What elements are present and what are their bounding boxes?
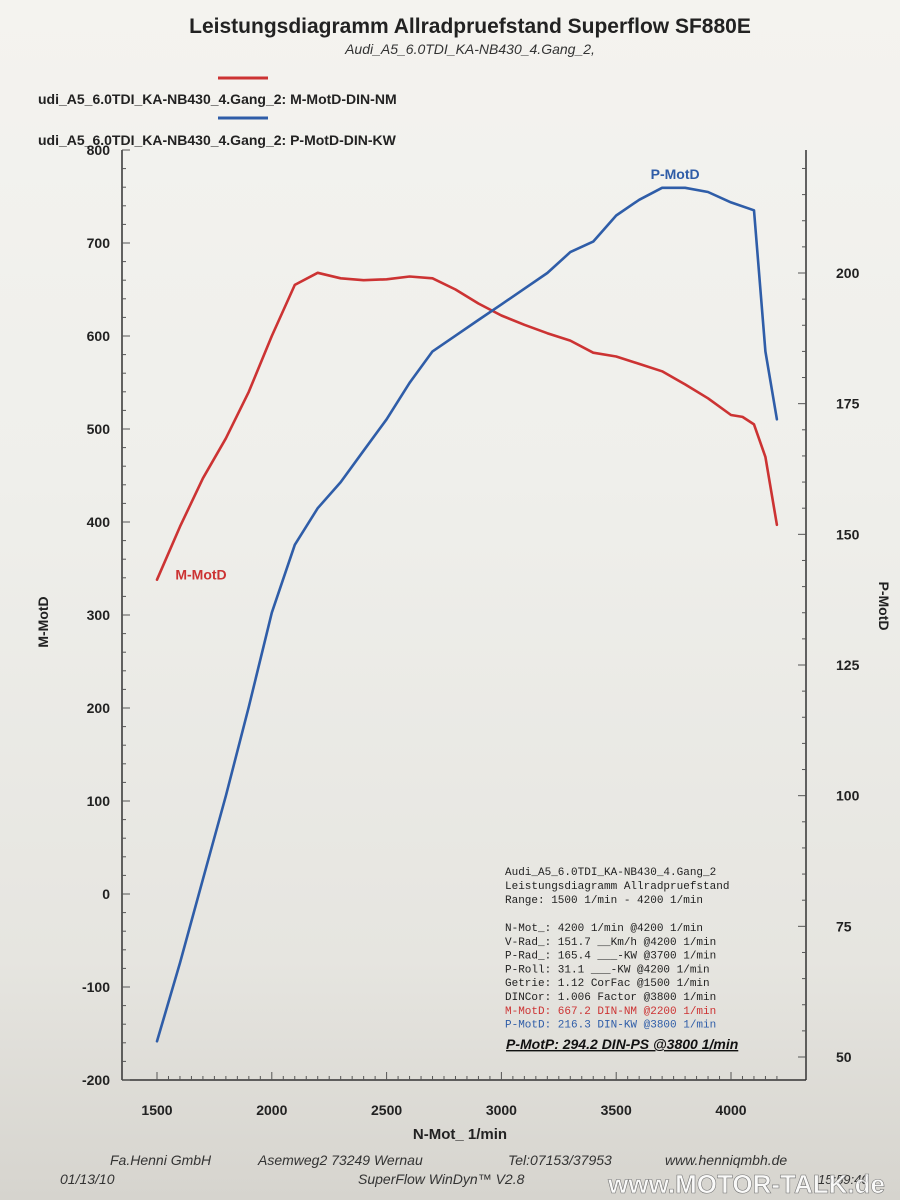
left-y-tick-label: 800	[87, 142, 111, 158]
x-axis-label: N-Mot_ 1/min	[413, 1126, 507, 1143]
left-y-tick-label: 500	[87, 421, 111, 437]
footer-date: 01/13/10	[60, 1171, 115, 1187]
results-header-2: Leistungsdiagramm Allradpruefstand	[505, 881, 729, 893]
right-y-tick-label: 125	[836, 657, 860, 673]
results-row: P-Rad_: 165.4 ___-KW @3700 1/min	[505, 951, 716, 963]
left-y-tick-label: -100	[82, 979, 110, 995]
x-tick-label: 4000	[715, 1102, 746, 1118]
footer: Fa.Henni GmbH Asemweg2 73249 Wernau Tel:…	[60, 1152, 885, 1199]
results-row: P-MotD: 216.3 DIN-KW @3800 1/min	[505, 1020, 716, 1032]
left-y-tick-label: 300	[87, 607, 111, 623]
x-tick-labels: 1500 2000 2500 3000 3500 4000	[141, 1102, 746, 1118]
footer-phone: Tel:07153/37953	[508, 1152, 612, 1168]
right-y-tick-label: 50	[836, 1049, 852, 1065]
results-row: Getrie: 1.12 CorFac @1500 1/min	[505, 978, 710, 990]
results-header-1: Audi_A5_6.0TDI_KA-NB430_4.Gang_2	[505, 867, 716, 879]
right-y-tick-label: 200	[836, 265, 860, 281]
left-y-tick-label: 200	[87, 700, 111, 716]
footer-address: Asemweg2 73249 Wernau	[257, 1152, 423, 1168]
left-y-axis-label: M-MotD	[35, 596, 51, 647]
results-header-3: Range: 1500 1/min - 4200 1/min	[505, 895, 703, 907]
watermark: www.MOTOR-TALK.de	[607, 1169, 885, 1199]
right-y-tick-labels: 200 175 150 125 100 75 50	[836, 265, 860, 1065]
chart-legend: udi_A5_6.0TDI_KA-NB430_4.Gang_2: M-MotD-…	[38, 76, 397, 148]
results-row: M-MotD: 667.2 DIN-NM @2200 1/min	[505, 1006, 716, 1018]
series-line-p-motd	[155, 186, 779, 1043]
left-y-tick-label: 0	[102, 886, 110, 902]
x-tick-label: 3500	[601, 1102, 632, 1118]
results-row: P-Roll: 31.1 ___-KW @4200 1/min	[505, 964, 710, 976]
chart-subtitle: Audi_A5_6.0TDI_KA-NB430_4.Gang_2,	[344, 41, 595, 57]
right-y-tick-label: 150	[836, 526, 860, 542]
right-y-tick-label: 100	[836, 788, 860, 804]
right-y-axis-label: P-MotD	[876, 582, 892, 631]
x-tick-label: 2500	[371, 1102, 402, 1118]
left-y-tick-label: -200	[82, 1072, 110, 1088]
x-tick-label: 3000	[486, 1102, 517, 1118]
series-layer	[155, 186, 779, 1043]
right-y-tick-label: 175	[836, 396, 860, 412]
x-tick-label: 2000	[256, 1102, 287, 1118]
chart-title: Leistungsdiagramm Allradpruefstand Super…	[189, 15, 751, 38]
left-y-tick-label: 100	[87, 793, 111, 809]
results-row: N-Mot_: 4200 1/min @4200 1/min	[505, 923, 703, 935]
results-row: V-Rad_: 151.7 __Km/h @4200 1/min	[505, 937, 716, 949]
footer-time: 15:59:40	[818, 1172, 869, 1187]
curve-label-m-motd: M-MotD	[175, 567, 226, 583]
right-y-tick-label: 75	[836, 918, 852, 934]
legend-label-p-motd: udi_A5_6.0TDI_KA-NB430_4.Gang_2: P-MotD-…	[38, 132, 397, 148]
curve-labels: M-MotD P-MotD	[175, 166, 699, 583]
results-box: Audi_A5_6.0TDI_KA-NB430_4.Gang_2 Leistun…	[505, 867, 738, 1052]
left-y-tick-label: 400	[87, 514, 111, 530]
minor-ticks	[122, 149, 806, 1081]
results-summary: P-MotP: 294.2 DIN-PS @3800 1/min	[506, 1036, 738, 1052]
legend-label-m-motd: udi_A5_6.0TDI_KA-NB430_4.Gang_2: M-MotD-…	[38, 91, 397, 107]
footer-software: SuperFlow WinDyn™ V2.8	[358, 1171, 525, 1187]
results-rows: N-Mot_: 4200 1/min @4200 1/min V-Rad_: 15…	[505, 923, 716, 1032]
footer-company: Fa.Henni GmbH	[110, 1152, 212, 1168]
curve-label-p-motd: P-MotD	[651, 166, 700, 182]
results-row: DINCor: 1.006 Factor @3800 1/min	[505, 992, 716, 1004]
left-y-tick-labels: 800 700 600 500 400 300 200 100 0 -100 -200	[82, 142, 110, 1088]
left-y-tick-label: 600	[87, 328, 111, 344]
footer-website: www.henniqmbh.de	[665, 1152, 787, 1168]
left-y-tick-label: 700	[87, 235, 111, 251]
series-line-m-motd	[155, 271, 779, 581]
x-tick-label: 1500	[141, 1102, 172, 1118]
